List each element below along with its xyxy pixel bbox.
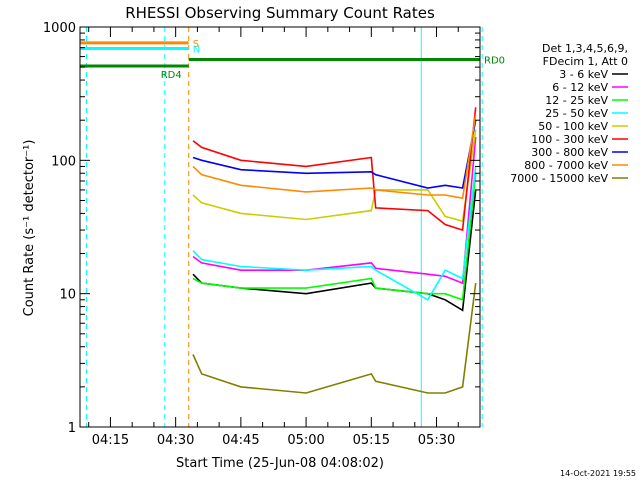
flag-label: RD0 [484,56,505,67]
y-axis-label: Count Rate (s⁻¹ detector⁻¹) [22,140,37,317]
footer-date: 14-Oct-2021 19:55 [560,469,636,478]
legend-entry: 100 - 300 keV [531,133,608,146]
legend-entry: 3 - 6 keV [559,68,608,81]
legend-header: FDecim 1, Att 0 [543,55,628,68]
y-tick-label: 1000 [43,21,76,36]
legend-entry: 6 - 12 keV [552,81,608,94]
legend-entry: 300 - 800 keV [531,146,608,159]
legend-entry: 800 - 7000 keV [524,159,608,172]
y-tick-label: 100 [51,154,76,169]
y-tick-label: 10 [59,288,76,303]
series-line [192,114,477,200]
x-tick-label: 05:00 [287,433,324,448]
x-tick-label: 05:30 [418,433,455,448]
legend-header: Det 1,3,4,5,6,9, [542,42,628,55]
legend-entry: 7000 - 15000 keV [510,172,608,185]
x-tick-label: 05:15 [353,433,390,448]
legend-entry: 50 - 100 keV [538,120,608,133]
series-line [192,166,477,301]
series-line [192,107,477,232]
flag-label: N [193,44,200,55]
series-line [192,173,477,301]
y-tick-label: 1 [68,421,76,436]
flag-label: RD4 [161,70,182,81]
x-tick-label: 04:45 [222,433,259,448]
series-line [192,120,477,189]
chart-title: RHESSI Observing Summary Count Rates [125,4,435,22]
legend-entry: 25 - 50 keV [545,107,608,120]
x-axis-label: Start Time (25-Jun-08 04:08:02) [176,456,384,471]
series-line [192,136,477,285]
legend-entry: 12 - 25 keV [545,94,608,107]
series-line [192,282,477,394]
plot-frame [79,26,481,428]
flag-label: S [193,39,199,50]
series-line [192,129,477,223]
x-tick-label: 04:30 [157,433,194,448]
x-tick-label: 04:15 [92,433,129,448]
